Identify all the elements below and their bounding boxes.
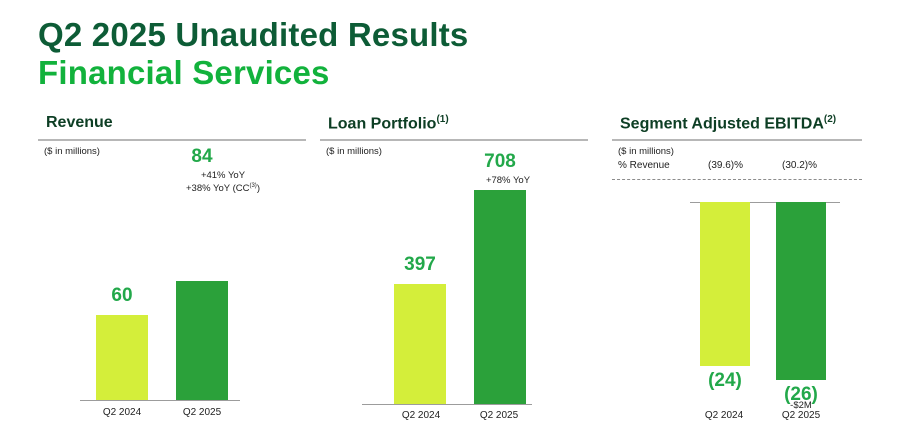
revenue-chart-panel: Revenue ($ in millions) 60 84 +41% YoY +… [38, 108, 306, 437]
loan-portfolio-xlabel-q2-2024: Q2 2024 [401, 410, 441, 421]
loan-portfolio-x-axis [362, 404, 532, 405]
page-title: Q2 2025 Unaudited Results [38, 16, 469, 53]
revenue-units-label: ($ in millions) [44, 146, 100, 157]
loan-portfolio-growth-note: +78% YoY [485, 175, 531, 186]
ebitda-value-q2-2024: (24) [708, 370, 742, 391]
ebitda-units-label: ($ in millions) [618, 146, 674, 157]
ebitda-title-rule [612, 139, 862, 141]
ebitda-pct-revenue-q2-2025: (30.2)% [782, 160, 818, 171]
page-subtitle: Financial Services [38, 54, 330, 91]
revenue-bar-q2-2024 [96, 315, 148, 400]
revenue-chart-title: Revenue [46, 114, 113, 131]
ebitda-xlabel-q2-2025: Q2 2025 [781, 410, 821, 421]
ebitda-bar-q2-2025 [776, 202, 826, 380]
revenue-xlabel-q2-2025: Q2 2025 [182, 407, 222, 418]
revenue-title-rule [38, 139, 306, 141]
revenue-growth-note: +41% YoY +38% YoY (CC(3)) [186, 170, 260, 195]
loan-portfolio-value-q2-2025: 708 [484, 151, 516, 172]
ebitda-bar-q2-2024 [700, 202, 750, 366]
revenue-x-axis [80, 400, 240, 401]
ebitda-pct-revenue-q2-2024: (39.6)% [708, 160, 744, 171]
revenue-xlabel-q2-2024: Q2 2024 [102, 407, 142, 418]
loan-portfolio-value-q2-2024: 397 [404, 254, 436, 275]
revenue-bar-q2-2025 [176, 281, 228, 400]
loan-portfolio-xlabel-q2-2025: Q2 2025 [479, 410, 519, 421]
loan-portfolio-chart-panel: Loan Portfolio(1) ($ in millions) 397 70… [320, 108, 588, 437]
ebitda-dashed-divider [612, 179, 862, 180]
loan-portfolio-bar-q2-2025 [474, 190, 526, 404]
loan-portfolio-title-rule [320, 139, 588, 141]
revenue-value-q2-2025: 84 [191, 146, 213, 167]
revenue-value-q2-2024: 60 [111, 285, 133, 306]
loan-portfolio-bar-q2-2024 [394, 284, 446, 404]
loan-portfolio-chart-title: Loan Portfolio(1) [328, 114, 449, 133]
loan-portfolio-units-label: ($ in millions) [326, 146, 382, 157]
ebitda-chart-panel: Segment Adjusted EBITDA(2) ($ in million… [612, 108, 880, 437]
ebitda-chart-title: Segment Adjusted EBITDA(2) [620, 114, 837, 133]
ebitda-xlabel-q2-2024: Q2 2024 [704, 410, 744, 421]
ebitda-pct-revenue-label: % Revenue [618, 160, 670, 171]
ebitda-value-q2-2025: (26) [784, 383, 818, 405]
ebitda-change-note: -$2M [790, 400, 812, 411]
ebitda-zero-axis [690, 202, 840, 203]
